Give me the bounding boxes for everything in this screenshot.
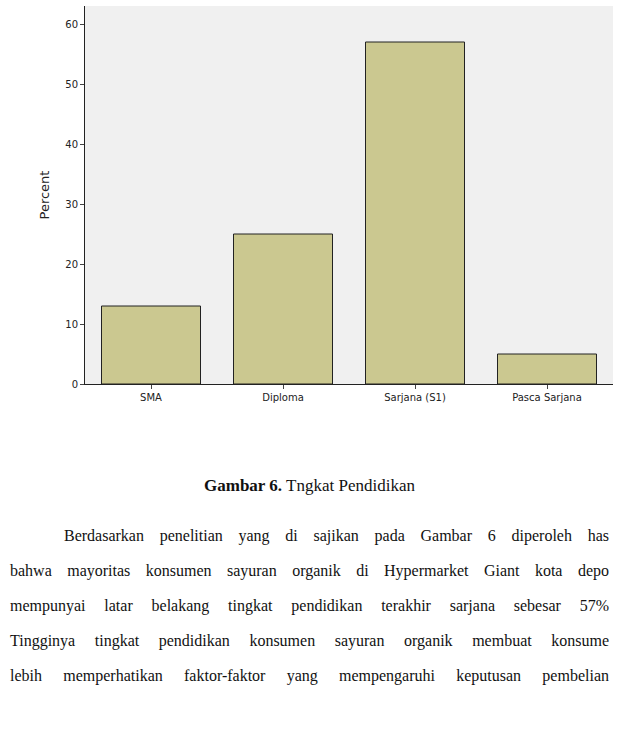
svg-text:Diploma: Diploma bbox=[262, 392, 304, 403]
svg-text:20: 20 bbox=[65, 259, 78, 270]
svg-text:50: 50 bbox=[65, 79, 78, 90]
html-text:mempunyai latar belakang tingk: mempunyai latar belakang tingkat pendidi… bbox=[10, 597, 609, 614]
svg-text:Pasca Sarjana: Pasca Sarjana bbox=[512, 392, 582, 403]
svg-text:Percent: Percent bbox=[37, 171, 52, 220]
html-text:Gambar 6. Tngkat Pendidikan: Gambar 6. Tngkat Pendidikan bbox=[204, 476, 415, 495]
svg-text:60: 60 bbox=[65, 19, 78, 30]
svg-text:30: 30 bbox=[65, 199, 78, 210]
svg-text:Sarjana (S1): Sarjana (S1) bbox=[384, 392, 446, 403]
svg-text:10: 10 bbox=[65, 319, 78, 330]
svg-text:40: 40 bbox=[65, 139, 78, 150]
svg-text:SMA: SMA bbox=[140, 392, 162, 403]
html-text:Tingginya tingkat pendidikan k: Tingginya tingkat pendidikan konsumen sa… bbox=[10, 632, 609, 649]
svg-text:0: 0 bbox=[72, 379, 78, 390]
html-text:lebih memperhatikan faktor-fak: lebih memperhatikan faktor-faktor yang m… bbox=[10, 667, 609, 684]
html-text:bahwa mayoritas konsumen sayur: bahwa mayoritas konsumen sayuran organik… bbox=[10, 562, 609, 579]
html-text:Berdasarkan penelitian yang di: Berdasarkan penelitian yang di sajikan p… bbox=[64, 527, 609, 544]
